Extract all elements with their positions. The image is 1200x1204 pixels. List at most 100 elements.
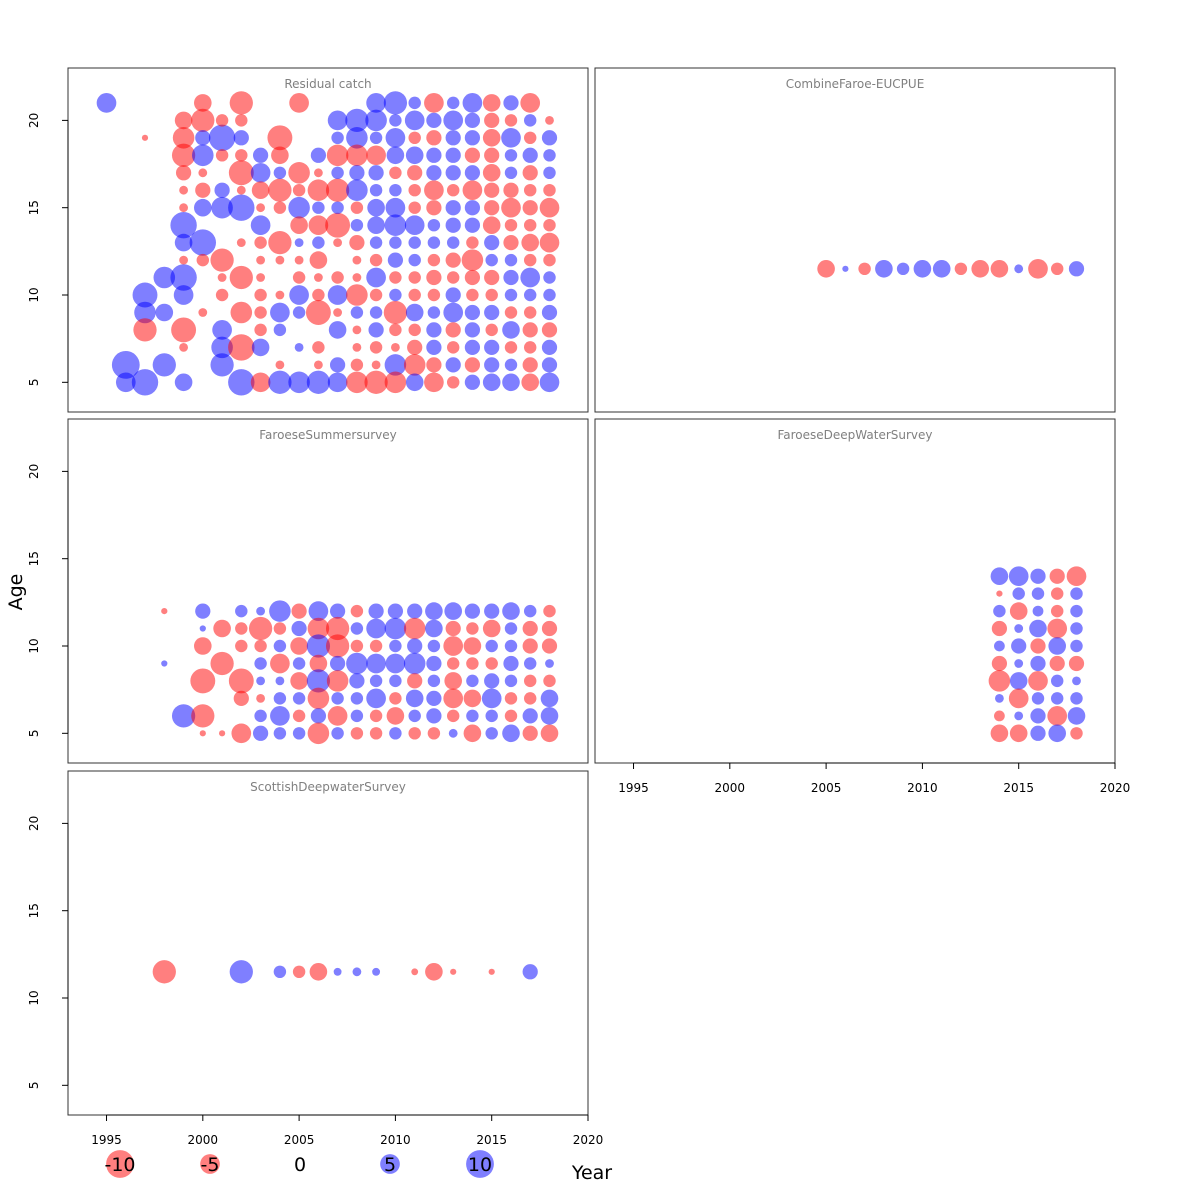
negative-residual-bubble: [174, 111, 193, 130]
positive-residual-bubble: [329, 603, 346, 619]
negative-residual-bubble: [426, 269, 442, 286]
positive-residual-bubble: [235, 604, 248, 618]
negative-residual-bubble: [389, 323, 402, 337]
positive-residual-bubble: [385, 653, 406, 674]
positive-residual-bubble: [327, 285, 348, 305]
negative-residual-bubble: [407, 339, 423, 356]
positive-residual-bubble: [502, 373, 520, 392]
negative-residual-bubble: [523, 674, 537, 688]
positive-residual-bubble: [368, 322, 384, 338]
negative-residual-bubble: [482, 129, 501, 147]
y-tick-label: 15: [27, 551, 41, 566]
negative-residual-bubble: [389, 692, 402, 705]
positive-residual-bubble: [331, 692, 344, 705]
negative-residual-bubble: [312, 288, 325, 302]
negative-residual-bubble: [425, 963, 443, 981]
positive-residual-bubble: [306, 669, 331, 693]
negative-residual-bubble: [210, 248, 234, 272]
negative-residual-bubble: [504, 114, 518, 127]
negative-residual-bubble: [333, 238, 342, 248]
negative-residual-bubble: [235, 114, 248, 127]
positive-residual-bubble: [366, 688, 386, 709]
positive-residual-bubble: [404, 110, 425, 131]
negative-residual-bubble: [463, 724, 482, 743]
negative-residual-bubble: [482, 619, 501, 638]
negative-residual-bubble: [424, 93, 444, 113]
negative-residual-bubble: [541, 620, 558, 637]
negative-residual-bubble: [520, 93, 541, 113]
positive-residual-bubble: [446, 236, 460, 249]
negative-residual-bubble: [521, 233, 539, 252]
y-tick-label: 5: [27, 729, 41, 737]
y-axis-title: Age: [5, 574, 27, 611]
positive-residual-bubble: [345, 108, 369, 133]
positive-residual-bubble: [426, 339, 442, 356]
negative-residual-bubble: [408, 288, 421, 302]
positive-residual-bubble: [445, 130, 461, 146]
legend-item: 10: [466, 1150, 494, 1178]
positive-residual-bubble: [501, 127, 521, 148]
negative-residual-bubble: [427, 253, 441, 267]
negative-residual-bubble: [292, 271, 306, 284]
positive-residual-bubble: [153, 266, 176, 289]
negative-residual-bubble: [521, 373, 539, 392]
negative-residual-bubble: [482, 164, 501, 182]
negative-residual-bubble: [236, 238, 246, 248]
panel-2: CombineFaroe-EUCPUE: [594, 67, 1116, 413]
negative-residual-bubble: [230, 301, 253, 324]
positive-residual-bubble: [504, 639, 518, 653]
negative-residual-bubble: [446, 657, 460, 670]
positive-residual-bubble: [503, 655, 519, 672]
positive-residual-bubble: [306, 370, 331, 394]
positive-residual-bubble: [368, 603, 384, 619]
negative-residual-bubble: [289, 93, 309, 113]
y-tick-label: 20: [27, 816, 41, 831]
negative-residual-bubble: [352, 325, 362, 335]
negative-residual-bubble: [369, 253, 383, 267]
negative-residual-bubble: [307, 722, 330, 745]
negative-residual-bubble: [522, 725, 538, 741]
negative-residual-bubble: [1050, 604, 1064, 618]
positive-residual-bubble: [96, 93, 117, 113]
negative-residual-bubble: [543, 674, 556, 688]
negative-residual-bubble: [215, 114, 229, 127]
negative-residual-bubble: [384, 371, 407, 394]
positive-residual-bubble: [481, 688, 502, 709]
positive-residual-bubble: [170, 264, 197, 291]
negative-residual-bubble: [190, 668, 216, 694]
positive-residual-bubble: [288, 196, 310, 219]
positive-residual-bubble: [269, 600, 291, 622]
negative-residual-bubble: [271, 146, 289, 165]
negative-residual-bubble: [408, 201, 421, 214]
positive-residual-bubble: [174, 233, 193, 252]
positive-residual-bubble: [349, 673, 365, 689]
negative-residual-bubble: [171, 317, 197, 343]
negative-residual-bubble: [213, 619, 231, 638]
x-tick-label: 2005: [284, 1133, 315, 1147]
size-legend: -10 -5 0 5 10: [104, 1150, 494, 1178]
positive-residual-bubble: [384, 354, 407, 376]
positive-residual-bubble: [292, 692, 306, 705]
negative-residual-bubble: [292, 709, 306, 723]
positive-residual-bubble: [427, 639, 441, 653]
negative-residual-bubble: [424, 372, 444, 393]
negative-residual-bubble: [309, 963, 328, 981]
positive-residual-bubble: [289, 285, 309, 305]
negative-residual-bubble: [485, 323, 498, 337]
negative-residual-bubble: [352, 255, 362, 265]
positive-residual-bubble: [541, 339, 558, 356]
negative-residual-bubble: [408, 183, 421, 197]
negative-residual-bubble: [991, 620, 1008, 637]
legend-bubble: [200, 1154, 220, 1174]
positive-residual-bubble: [407, 638, 423, 654]
negative-residual-bubble: [314, 273, 323, 282]
positive-residual-bubble: [504, 674, 518, 688]
legend-label: 5: [384, 1154, 396, 1176]
negative-residual-bubble: [991, 655, 1008, 672]
negative-residual-bubble: [254, 288, 267, 302]
negative-residual-bubble: [333, 308, 342, 317]
negative-residual-bubble: [290, 216, 308, 234]
y-tick-label: 15: [27, 200, 41, 215]
panels-layer: Residual catch CombineFaroe-EUCPUE Faroese…: [67, 67, 1116, 1116]
